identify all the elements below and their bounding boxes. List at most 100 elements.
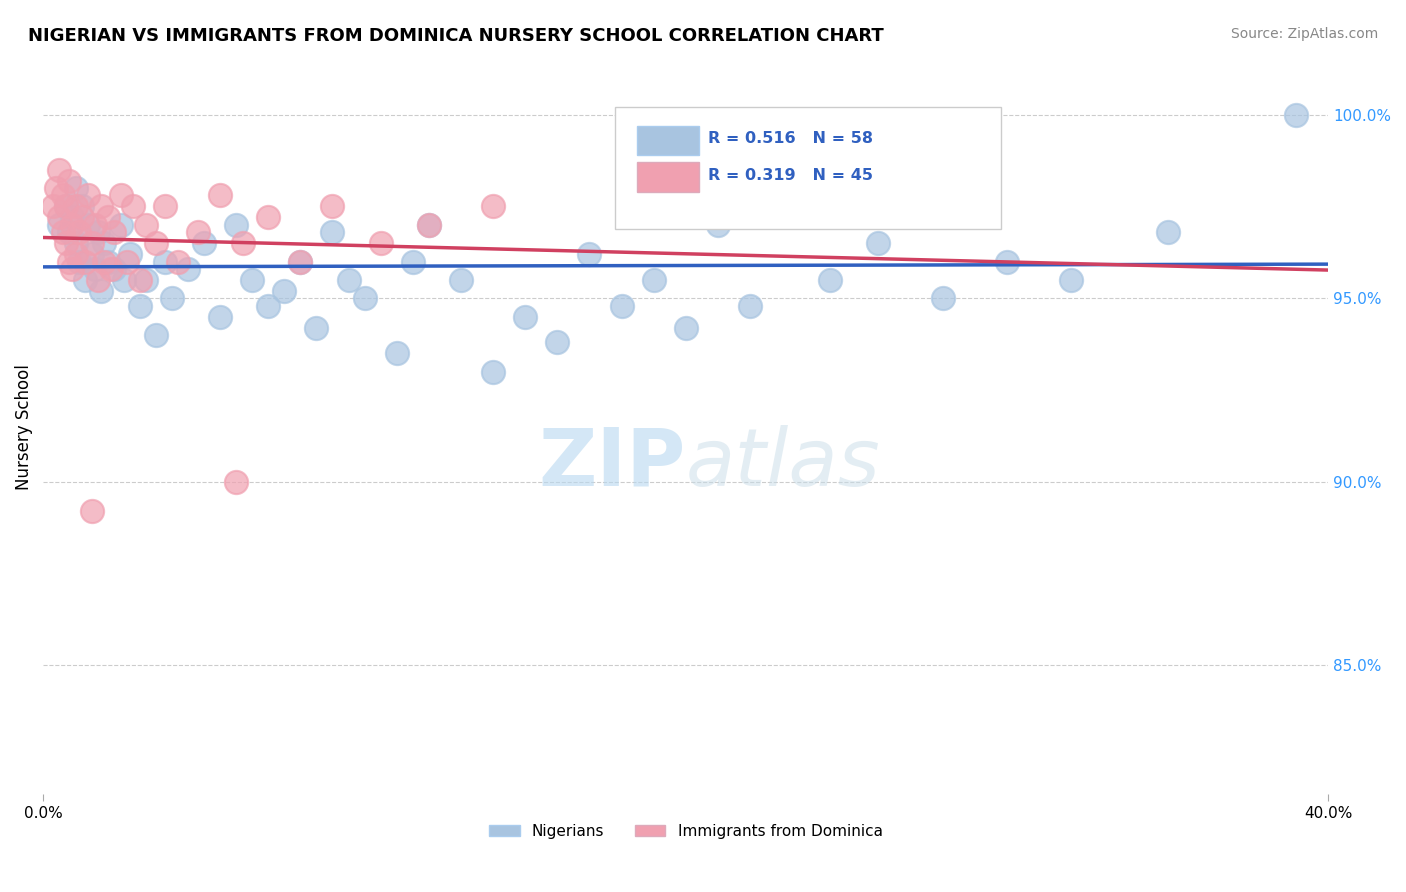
Point bbox=[60, 218, 83, 232]
Point bbox=[48, 162, 70, 177]
Text: atlas: atlas bbox=[686, 425, 880, 502]
Point bbox=[90, 284, 112, 298]
Point bbox=[321, 225, 343, 239]
Point bbox=[337, 273, 360, 287]
Point bbox=[80, 236, 103, 251]
Point bbox=[75, 254, 97, 268]
Point bbox=[995, 254, 1018, 268]
Point bbox=[418, 218, 440, 232]
Point bbox=[70, 199, 93, 213]
Point bbox=[273, 284, 295, 298]
Point bbox=[55, 236, 77, 251]
Point bbox=[77, 188, 100, 202]
Point bbox=[167, 254, 190, 268]
Point bbox=[145, 236, 167, 251]
Point bbox=[110, 188, 132, 202]
Point bbox=[65, 247, 87, 261]
Point bbox=[112, 273, 135, 287]
Point bbox=[707, 218, 730, 232]
Point bbox=[48, 211, 70, 225]
Point bbox=[93, 254, 115, 268]
Y-axis label: Nursery School: Nursery School bbox=[15, 364, 32, 490]
Point bbox=[305, 320, 328, 334]
Point bbox=[80, 504, 103, 518]
Point bbox=[482, 365, 505, 379]
Text: R = 0.516   N = 58: R = 0.516 N = 58 bbox=[707, 131, 873, 146]
Point bbox=[60, 261, 83, 276]
Text: NIGERIAN VS IMMIGRANTS FROM DOMINICA NURSERY SCHOOL CORRELATION CHART: NIGERIAN VS IMMIGRANTS FROM DOMINICA NUR… bbox=[28, 27, 884, 45]
Point bbox=[868, 236, 890, 251]
Point bbox=[103, 261, 125, 276]
Point bbox=[385, 346, 408, 360]
Point bbox=[160, 291, 183, 305]
Point bbox=[87, 225, 110, 239]
Point bbox=[65, 236, 87, 251]
Point bbox=[610, 299, 633, 313]
Point bbox=[402, 254, 425, 268]
Point bbox=[515, 310, 537, 324]
Point bbox=[97, 211, 120, 225]
Point bbox=[738, 299, 761, 313]
Point bbox=[546, 335, 568, 350]
Point bbox=[67, 225, 90, 239]
Point bbox=[52, 188, 75, 202]
Point bbox=[675, 320, 697, 334]
Point bbox=[1156, 225, 1178, 239]
Point bbox=[209, 188, 232, 202]
Point bbox=[90, 199, 112, 213]
Point bbox=[67, 254, 90, 268]
Legend: Nigerians, Immigrants from Dominica: Nigerians, Immigrants from Dominica bbox=[482, 818, 889, 845]
Point bbox=[187, 225, 209, 239]
Point bbox=[257, 211, 280, 225]
Point bbox=[128, 299, 150, 313]
Point bbox=[65, 199, 87, 213]
Point bbox=[290, 254, 312, 268]
Point bbox=[418, 218, 440, 232]
Point bbox=[77, 218, 100, 232]
Point bbox=[450, 273, 472, 287]
Point bbox=[209, 310, 232, 324]
Point bbox=[321, 199, 343, 213]
Point bbox=[128, 273, 150, 287]
Point bbox=[770, 199, 793, 213]
Point bbox=[58, 254, 80, 268]
Point bbox=[257, 299, 280, 313]
Point bbox=[52, 225, 75, 239]
Point bbox=[110, 218, 132, 232]
Point bbox=[97, 254, 120, 268]
Point bbox=[65, 181, 87, 195]
Point bbox=[155, 199, 177, 213]
Point bbox=[70, 211, 93, 225]
Point bbox=[83, 261, 105, 276]
Point bbox=[820, 273, 842, 287]
Point bbox=[60, 211, 83, 225]
Point bbox=[177, 261, 200, 276]
Point bbox=[80, 247, 103, 261]
FancyBboxPatch shape bbox=[614, 107, 1001, 228]
Text: ZIP: ZIP bbox=[538, 425, 686, 502]
Point bbox=[1060, 273, 1083, 287]
Text: R = 0.319   N = 45: R = 0.319 N = 45 bbox=[707, 168, 873, 183]
Point bbox=[232, 236, 254, 251]
Point bbox=[290, 254, 312, 268]
Point bbox=[225, 475, 247, 489]
Point bbox=[145, 328, 167, 343]
Point bbox=[103, 225, 125, 239]
FancyBboxPatch shape bbox=[637, 162, 699, 192]
Point bbox=[193, 236, 215, 251]
Point bbox=[370, 236, 392, 251]
Point bbox=[100, 261, 122, 276]
Point bbox=[578, 247, 600, 261]
Point bbox=[931, 291, 953, 305]
Text: Source: ZipAtlas.com: Source: ZipAtlas.com bbox=[1230, 27, 1378, 41]
Point bbox=[353, 291, 375, 305]
Point bbox=[135, 218, 157, 232]
Point bbox=[55, 199, 77, 213]
Point bbox=[122, 199, 145, 213]
Point bbox=[240, 273, 263, 287]
Point bbox=[643, 273, 665, 287]
Point bbox=[48, 218, 70, 232]
Point bbox=[75, 273, 97, 287]
Point bbox=[58, 225, 80, 239]
Point bbox=[83, 218, 105, 232]
